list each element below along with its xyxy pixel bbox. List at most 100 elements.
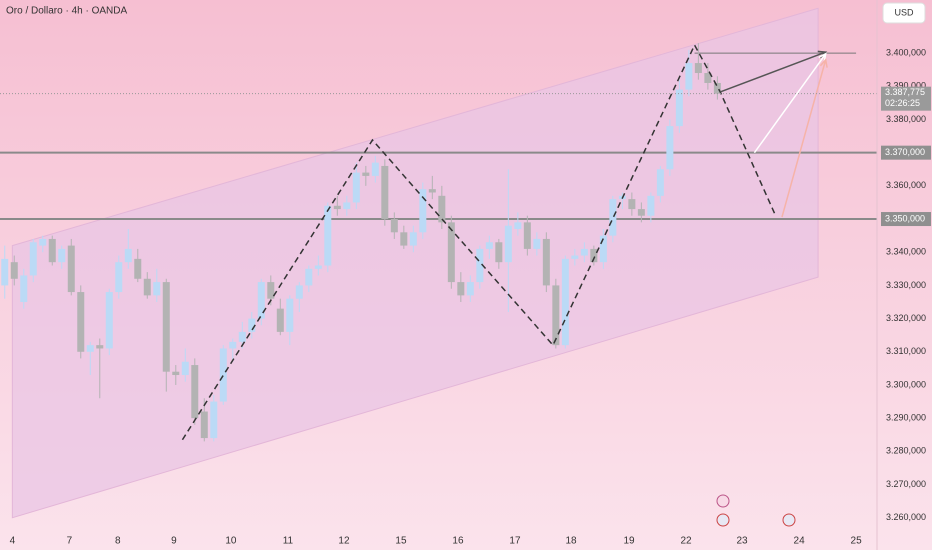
- candle-body: [457, 282, 465, 296]
- candle-body: [286, 298, 294, 332]
- y-tick-label: 3.360,000: [886, 180, 926, 190]
- candle-body: [124, 248, 132, 263]
- candle-body: [314, 265, 322, 269]
- candle-body: [637, 209, 645, 216]
- currency-button[interactable]: [882, 2, 926, 24]
- candle-body: [476, 248, 484, 283]
- price-marker-box: [881, 86, 931, 111]
- candle-body: [105, 292, 113, 349]
- candle-body: [238, 331, 246, 342]
- candle-body: [96, 345, 104, 349]
- x-tick-label: 12: [338, 536, 350, 547]
- zigzag-projection: [181, 43, 777, 441]
- candle-body: [248, 318, 256, 332]
- x-tick-label: 8: [115, 536, 121, 547]
- candle-body: [628, 199, 636, 210]
- candle-body: [371, 162, 379, 176]
- candle-body: [343, 202, 351, 210]
- y-tick-label: 3.320,000: [886, 313, 926, 323]
- candle-body: [675, 89, 683, 127]
- y-tick-label: 3.380,000: [886, 114, 926, 124]
- candle-body: [58, 248, 66, 263]
- candle-body: [523, 222, 531, 249]
- candle-body: [485, 242, 493, 249]
- price-countdown: 02:26:25: [885, 98, 920, 108]
- y-tick-label: 3.260,000: [886, 512, 926, 522]
- candle-body: [666, 126, 674, 170]
- candle-body: [333, 205, 341, 210]
- candle-body: [134, 258, 142, 279]
- candle-body: [390, 219, 398, 233]
- candle-body: [324, 205, 332, 266]
- level-label-box: [881, 212, 931, 227]
- level-label: 3.370,000: [885, 147, 925, 157]
- candle-body: [419, 189, 427, 233]
- y-tick-label: 3.340,000: [886, 247, 926, 257]
- x-tick-label: 7: [67, 536, 73, 547]
- candle-body: [504, 225, 512, 263]
- y-tick-label: 3.280,000: [886, 446, 926, 456]
- candle-body: [580, 248, 588, 256]
- candle-body: [400, 232, 408, 246]
- candle-body: [181, 361, 189, 376]
- candle-body: [295, 285, 303, 299]
- candle-body: [447, 222, 455, 283]
- arrow: [753, 52, 827, 154]
- candle-body: [257, 282, 265, 319]
- y-tick-label: 3.270,000: [886, 479, 926, 489]
- candle-body: [656, 169, 664, 196]
- candle-body: [381, 165, 389, 220]
- candle-body: [153, 282, 161, 296]
- candle-body: [191, 365, 199, 419]
- x-tick-label: 22: [680, 536, 692, 547]
- currency-label[interactable]: USD: [894, 7, 914, 17]
- channel: [11, 7, 819, 519]
- candle-body: [162, 282, 170, 372]
- candle-body: [514, 222, 522, 229]
- x-tick-label: 17: [509, 536, 521, 547]
- x-tick-label: 24: [794, 536, 806, 547]
- candle-body: [609, 199, 617, 236]
- arrow: [781, 58, 828, 218]
- event-icons: [716, 494, 796, 527]
- level-label: 3.350,000: [885, 213, 925, 223]
- candle-body: [115, 262, 123, 293]
- y-tick-label: 3.300,000: [886, 379, 926, 389]
- candle-body: [200, 411, 208, 439]
- x-tick-label: 23: [737, 536, 749, 547]
- candle-body: [362, 172, 370, 176]
- candle-body: [704, 73, 712, 83]
- candle-body: [1, 258, 9, 286]
- candle-body: [599, 235, 607, 263]
- candle-body: [219, 348, 227, 402]
- candle-body: [210, 401, 218, 439]
- level-label-box: [881, 145, 931, 160]
- candle-body: [39, 238, 47, 246]
- candle-body: [495, 242, 503, 263]
- candle-body: [561, 258, 569, 346]
- x-tick-label: 19: [623, 536, 635, 547]
- candle-body: [352, 172, 360, 203]
- x-tick-label: 11: [283, 536, 294, 547]
- candle-body: [143, 278, 151, 296]
- candle-body: [48, 238, 56, 263]
- x-tick-label: 25: [851, 536, 863, 547]
- candle-body: [409, 232, 417, 246]
- y-tick-label: 3.400,000: [886, 47, 926, 57]
- candle-body: [10, 262, 18, 279]
- candle-body: [590, 248, 598, 263]
- y-tick-label: 3.310,000: [886, 346, 926, 356]
- candle-body: [713, 82, 721, 94]
- candle-body: [305, 268, 313, 286]
- x-tick-label: 10: [225, 536, 237, 547]
- candle-body: [542, 238, 550, 286]
- candle-body: [77, 292, 85, 352]
- candle-body: [685, 63, 693, 90]
- price-marker-label: 3.387,775: [885, 87, 925, 97]
- candle-body: [694, 63, 702, 74]
- candle-body: [428, 189, 436, 193]
- y-tick-label: 3.290,000: [886, 413, 926, 423]
- candle-body: [552, 285, 560, 346]
- candle-body: [229, 341, 237, 349]
